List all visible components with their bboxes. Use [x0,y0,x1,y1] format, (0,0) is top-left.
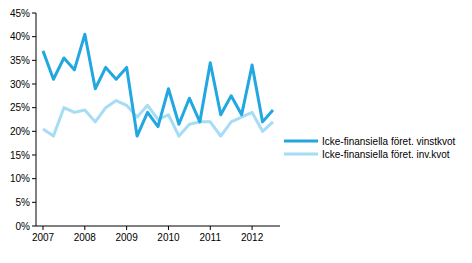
x-tick-label: 2011 [200,232,222,243]
legend-label: Icke-finansiella föret. vinstkvot [322,136,456,147]
x-tick-label: 2008 [74,232,97,243]
x-tick [168,226,169,230]
y-tick [32,226,36,227]
series-line [43,34,273,136]
legend-label: Icke-finansiella föret. inv.kvot [322,149,450,160]
y-axis [36,13,37,226]
y-tick [32,13,36,14]
legend-swatch [284,140,318,143]
y-tick-label: 15% [10,150,30,161]
y-tick [32,202,36,203]
x-tick-label: 2010 [157,232,180,243]
y-tick [32,131,36,132]
x-tick [84,226,85,230]
x-tick [126,226,127,230]
series-line [43,101,273,137]
y-tick-label: 25% [10,102,30,113]
y-tick-label: 5% [16,197,31,208]
y-tick-label: 20% [10,126,30,137]
y-tick [32,84,36,85]
y-tick [32,155,36,156]
y-tick-label: 30% [10,79,30,90]
x-tick [43,226,44,230]
y-tick [32,60,36,61]
legend-swatch [284,153,318,156]
y-tick [32,36,36,37]
plot-lines [43,34,273,136]
y-tick [32,178,36,179]
y-tick-label: 10% [10,173,30,184]
y-tick-label: 40% [10,31,30,42]
x-tick-label: 2007 [32,232,55,243]
y-tick [32,107,36,108]
chart: 0% 5% 10% 15% 20% 25% 30% 35% 40% 45% 2007 2008 2009… [0,0,472,263]
x-tick-label: 2012 [241,232,264,243]
x-tick-label: 2009 [116,232,139,243]
y-tick-label: 35% [10,55,30,66]
x-axis [36,226,280,227]
x-tick [252,226,253,230]
y-tick-label: 0% [16,221,31,232]
x-tick [210,226,211,230]
y-tick-label: 45% [10,8,30,19]
